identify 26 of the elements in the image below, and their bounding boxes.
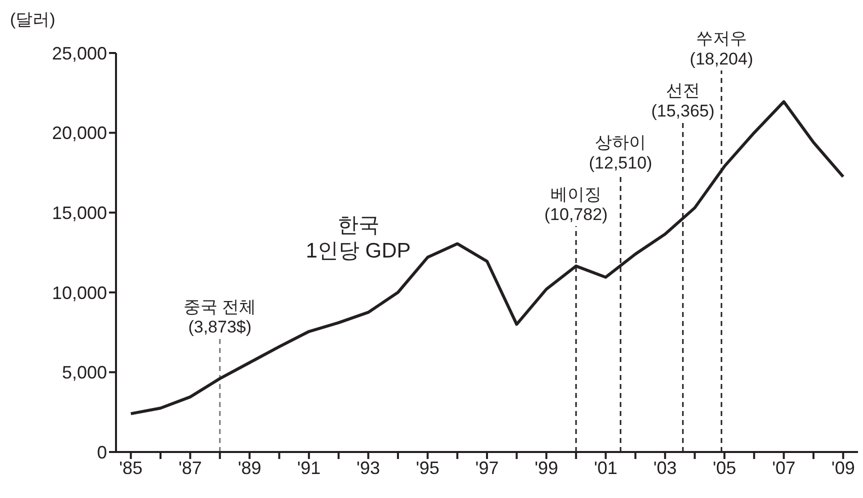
ref-line-label: 상하이 (12,510) [588,132,652,172]
x-tick-label: '91 [297,458,321,478]
y-axis-title: (달러) [10,9,56,31]
x-tick-label: '87 [178,458,202,478]
y-tick-label: 0 [96,442,107,462]
x-tick-label: '93 [356,458,380,478]
ref-line-label: 쑤저우 (18,204) [690,29,754,69]
y-tick-label: 10,000 [52,282,107,303]
x-tick-label: '07 [772,458,796,478]
x-tick-label: '01 [594,458,618,478]
series-label: 한국 1인당 GDP [306,214,411,262]
x-tick-label: '05 [712,458,736,478]
ref-line-label: 선전 (15,365) [651,81,715,120]
x-tick-label: '03 [653,458,677,478]
ref-line-label: 베이징 (10,782) [544,184,608,224]
x-tick-label: '09 [831,458,855,478]
y-tick-label: 15,000 [52,202,107,223]
x-tick-label: '99 [534,458,558,478]
y-tick-label: 5,000 [62,362,107,383]
x-tick-label: '95 [416,458,440,478]
x-tick-label: '85 [119,458,143,478]
x-tick-label: '97 [475,458,499,478]
x-tick-label: '89 [238,458,262,478]
ref-line-label: 중국 전체 (3,873$) [184,297,256,337]
y-tick-label: 20,000 [52,123,107,144]
y-tick-label: 25,000 [52,43,107,64]
